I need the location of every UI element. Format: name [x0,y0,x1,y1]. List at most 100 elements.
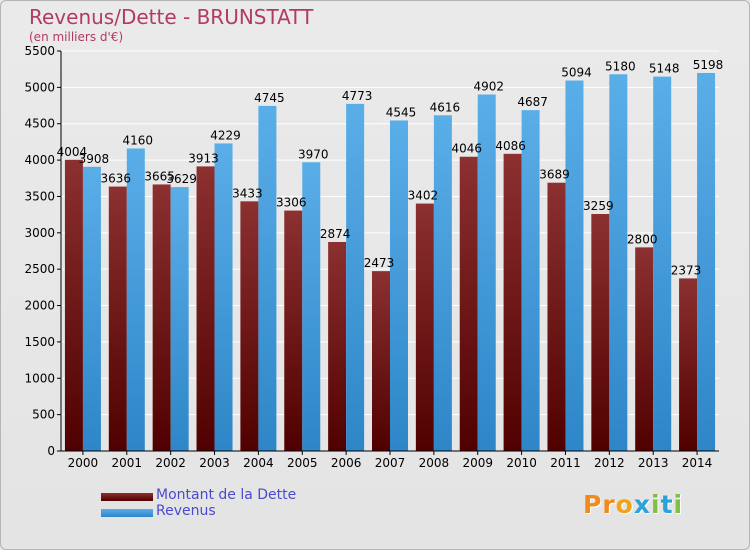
y-tick-label: 4000 [24,153,55,167]
bar-revenue [697,72,716,452]
legend-label-revenue: Revenus [156,503,216,519]
bar-debt [459,156,478,451]
bar-revenue [477,94,496,451]
bar-debt [152,184,171,452]
data-label-revenue: 4160 [123,133,154,147]
x-tick-label: 2005 [287,456,318,470]
data-label-revenue: 4545 [386,105,417,119]
x-tick-label: 2001 [112,456,143,470]
y-tick-label: 1500 [24,335,55,349]
data-label-revenue: 5180 [605,59,636,73]
bar-debt [591,213,610,451]
y-axis-ticks: 0 500 1000 1500 2000 2500 3000 3500 4000 4500 5000… [24,44,61,458]
y-tick-label: 5000 [24,80,55,94]
bar-revenue [433,115,452,452]
data-label-revenue: 4902 [473,79,504,93]
data-label-revenue: 4687 [517,95,548,109]
data-label-debt: 3913 [188,151,219,165]
bar-revenue [609,74,628,451]
x-tick-label: 2009 [462,456,493,470]
proxiti-logo: Proxiti [583,490,683,519]
x-tick-label: 2012 [594,456,625,470]
legend-swatch-revenue [101,509,153,517]
bar-revenue [390,120,408,452]
y-tick-label: 3500 [24,189,55,203]
x-tick-label: 2002 [155,456,186,470]
data-label-debt: 2473 [364,256,395,270]
data-label-debt: 3689 [539,168,570,182]
legend-label-debt: Montant de la Dette [156,487,297,503]
y-tick-label: 4500 [24,117,55,131]
x-tick-label: 2013 [638,456,669,470]
data-label-revenue: 4745 [254,91,285,105]
data-label-revenue: 5198 [693,58,724,72]
x-tick-label: 2011 [550,456,581,470]
y-tick-label: 2000 [24,299,55,313]
bar-revenue [653,76,672,451]
data-label-debt: 3433 [232,186,263,200]
y-tick-label: 2500 [24,262,55,276]
axes [60,51,719,452]
data-label-revenue: 4773 [342,89,373,103]
data-label-revenue: 3970 [298,147,329,161]
y-tick-label: 0 [47,444,55,458]
logo-letter: o [615,490,634,519]
data-label-debt: 3636 [101,172,132,186]
bar-debt [679,278,698,451]
logo-letter: r [602,490,616,519]
y-tick-label: 5500 [24,44,55,58]
data-label-revenue: 4229 [210,128,241,142]
x-tick-label: 2010 [506,456,537,470]
bar-debt [284,210,303,451]
chart-title: Revenus/Dette - BRUNSTATT [29,5,314,29]
x-tick-label: 2014 [682,456,713,470]
bar-revenue [258,105,277,451]
bar-revenue [170,187,189,451]
bar-debt [240,201,259,451]
x-tick-label: 2003 [199,456,230,470]
bars [64,72,716,452]
logo-letter: x [633,490,651,519]
logo-letter: i [651,490,661,519]
data-label-debt: 2373 [671,263,702,277]
x-axis-ticks: 2000 2001 2002 2003 2004 2005 2006 2007 2008 2009… [68,451,713,470]
bar-revenue [565,80,584,451]
bar-revenue [346,103,365,451]
legend-swatch-debt [101,493,153,501]
y-tick-label: 1000 [24,371,55,385]
data-label-debt: 4046 [451,142,482,156]
data-label-debt: 2800 [627,232,658,246]
x-tick-label: 2007 [375,456,406,470]
data-label-revenue: 5094 [561,66,592,80]
bar-revenue [82,166,101,452]
bar-debt [328,241,347,451]
data-label-debt: 4086 [495,139,526,153]
bar-debt [108,186,127,451]
data-label-revenue: 3629 [166,172,197,186]
data-label-debt: 3665 [144,169,175,183]
data-label-debt: 2874 [320,227,351,241]
x-tick-label: 2000 [68,456,99,470]
data-label-revenue: 3908 [79,152,110,166]
bar-debt [415,203,434,451]
bar-revenue [521,110,540,452]
bar-debt [635,247,654,451]
bar-revenue [126,148,145,452]
bar-debt [196,166,215,451]
bar-debt [64,159,83,452]
data-label-debt: 3259 [583,199,614,213]
data-label-revenue: 4616 [430,100,461,114]
bar-revenue [214,143,233,451]
data-label-revenue: 5148 [649,62,680,76]
bar-debt [503,153,522,451]
x-tick-label: 2004 [243,456,274,470]
data-label-debt: 3402 [408,189,439,203]
y-tick-label: 500 [32,408,55,422]
bar-debt [372,271,390,451]
data-label-debt: 3306 [276,196,307,210]
data-label-debt: 4004 [57,145,88,159]
x-tick-label: 2006 [331,456,362,470]
